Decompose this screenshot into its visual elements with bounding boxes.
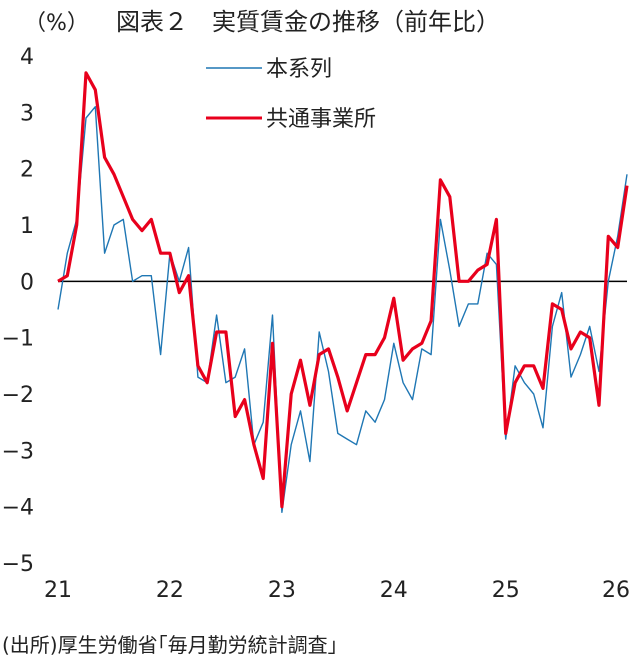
y-tick-label: 2 bbox=[20, 158, 34, 183]
chart-title: 図表２ 実質賃金の推移（前年比） bbox=[116, 8, 500, 36]
y-tick-label: 3 bbox=[20, 101, 34, 126]
legend-label-honkeiretsu: 本系列 bbox=[266, 57, 332, 82]
y-tick-label: 1 bbox=[20, 214, 34, 239]
x-tick-label: 21 bbox=[44, 578, 72, 603]
x-tick-label: 22 bbox=[156, 578, 184, 603]
y-tick-label: 4 bbox=[20, 45, 34, 70]
series-layer bbox=[57, 71, 629, 513]
x-axis-ticks: 21 22 23 24 25 26 bbox=[44, 578, 630, 603]
y-tick-label: −2 bbox=[2, 383, 34, 408]
y-unit-label: （%） bbox=[24, 11, 89, 36]
legend: 本系列 共通事業所 bbox=[206, 57, 376, 132]
x-tick-label: 25 bbox=[492, 578, 520, 603]
x-tick-label: 23 bbox=[268, 578, 296, 603]
source-note: (出所)厚生労働省｢毎月勤労統計調査｣ bbox=[2, 633, 338, 657]
y-axis-ticks: 4 3 2 1 0 −1 −2 −3 −4 −5 bbox=[2, 45, 34, 577]
x-tick-label: 26 bbox=[602, 578, 630, 603]
series-line-honkeiretsu bbox=[57, 105, 628, 513]
y-tick-label: −3 bbox=[2, 439, 34, 464]
y-tick-label: −1 bbox=[2, 327, 34, 352]
y-tick-label: −5 bbox=[2, 552, 34, 577]
x-tick-label: 24 bbox=[380, 578, 408, 603]
series-line-kyotsu bbox=[57, 71, 629, 509]
y-tick-label: 0 bbox=[20, 270, 34, 295]
legend-label-kyotsu: 共通事業所 bbox=[266, 107, 376, 132]
y-tick-label: −4 bbox=[2, 496, 34, 521]
